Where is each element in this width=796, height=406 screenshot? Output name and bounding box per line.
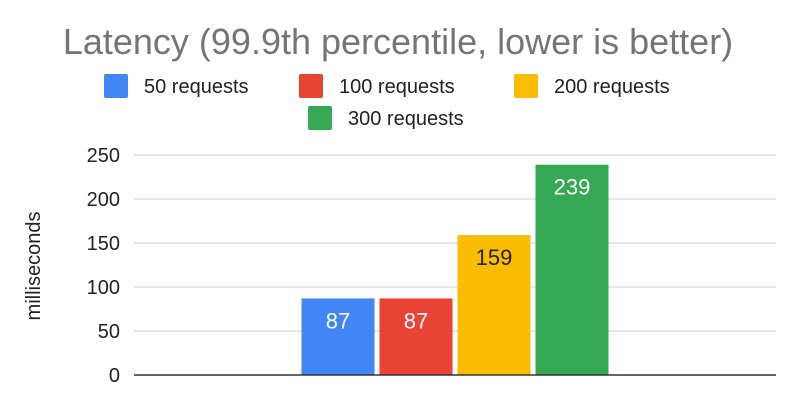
bar: [457, 235, 531, 375]
legend-label: 50 requests: [144, 76, 249, 98]
bar-value-label: 87: [404, 308, 428, 333]
legend-label: 300 requests: [348, 108, 464, 130]
bar-value-label: 159: [476, 245, 513, 270]
y-tick-label: 50: [98, 321, 120, 343]
legend-swatch: [299, 74, 323, 98]
y-tick-label: 250: [87, 145, 120, 167]
legend-swatch: [104, 74, 128, 98]
chart-title: Latency (99.9th percentile, lower is bet…: [63, 21, 733, 62]
legend-label: 100 requests: [339, 76, 455, 98]
bar-value-label: 87: [326, 308, 350, 333]
y-axis-label: milliseconds: [23, 212, 45, 321]
bars: [301, 164, 609, 375]
gridlines: [134, 154, 776, 332]
bar-data-labels: 87 87 159 239: [326, 175, 591, 334]
bar: [301, 298, 375, 375]
bar-value-label: 239: [554, 175, 591, 200]
legend-label: 200 requests: [554, 76, 670, 98]
legend: 50 requests 100 requests 200 requests 300 r…: [104, 74, 670, 130]
y-tick-label: 100: [87, 277, 120, 299]
legend-swatch: [514, 74, 538, 98]
y-tick-label: 200: [87, 189, 120, 211]
legend-swatch: [308, 106, 332, 130]
y-tick-label: 0: [109, 365, 120, 387]
bar: [535, 164, 609, 375]
y-axis-ticks: 0 50 100 150 200 250: [87, 145, 120, 387]
y-tick-label: 150: [87, 233, 120, 255]
bar: [379, 298, 453, 375]
